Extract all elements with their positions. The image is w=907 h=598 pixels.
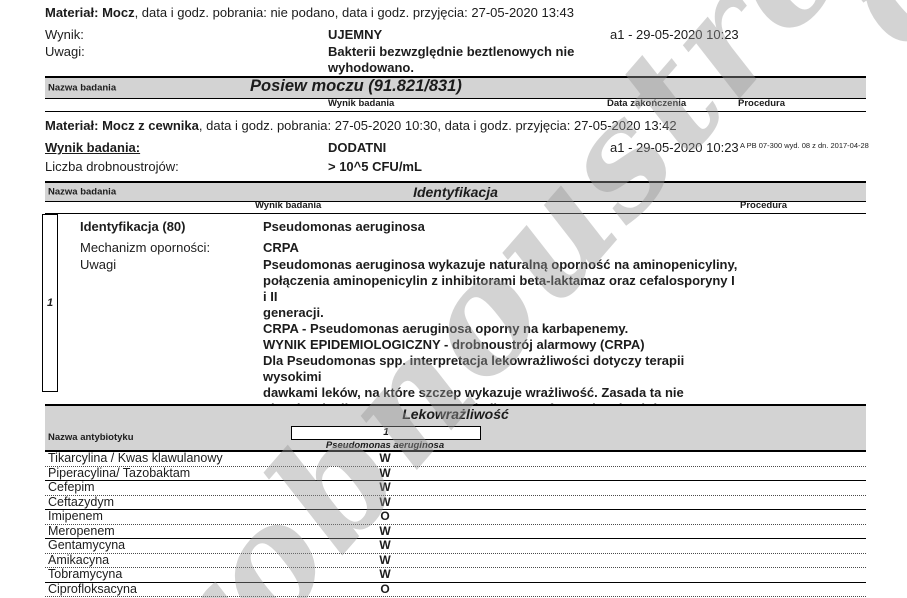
nazwa-antybiotyku-label: Nazwa antybiotyku: [48, 432, 134, 443]
test-title: Posiew moczu (91.821/831): [250, 77, 462, 95]
nazwa-badania-label: Nazwa badania: [48, 82, 117, 94]
col-data-zakonczenia: Data zakończenia: [607, 98, 687, 109]
antibiotic-name: Gentamycyna: [48, 538, 126, 552]
isolate-column-box: 1: [291, 426, 481, 440]
antibiotic-name: Tikarcylina / Kwas klawulanowy: [48, 451, 223, 465]
susceptibility-value: O: [380, 509, 390, 523]
liczba-drobnoustrojow-label: Liczba drobnoustrojów:: [45, 159, 179, 174]
material-line-previous: Materiał: Mocz, data i godz. pobrania: n…: [45, 5, 574, 21]
uwagi-label: Uwagi: [80, 257, 117, 272]
susceptibility-value: W: [379, 552, 391, 567]
antibiotic-row: Amikacyna W: [45, 552, 866, 568]
col-wynik-badania: Wynik badania: [328, 98, 395, 109]
wynik-value: UJEMNY: [328, 27, 383, 42]
identification-bar: Nazwa badania Identyfikacja: [45, 181, 866, 202]
material-details: , data i godz. pobrania: nie podano, dat…: [134, 5, 575, 20]
susceptibility-value: W: [379, 465, 391, 480]
susceptibility-value: W: [379, 523, 391, 538]
antibiotic-row: Piperacylina/ Tazobaktam W: [45, 465, 866, 481]
susceptibility-value: W: [379, 451, 391, 465]
material-details: , data i godz. pobrania: 27-05-2020 10:3…: [198, 118, 677, 133]
col-procedura: Procedura: [738, 98, 785, 109]
resistance-mechanism-value: CRPA: [263, 240, 299, 255]
material-label: Materiał: Mocz: [45, 5, 135, 20]
antibiotic-name: Imipenem: [48, 509, 103, 523]
susceptibility-table-body: Tikarcylina / Kwas klawulanowy W Piperacyl…: [45, 452, 866, 597]
mechanizm-opornosci-label: Mechanizm oporności:: [80, 240, 211, 255]
col-procedura: Procedura: [740, 200, 787, 211]
antibiotic-name: Piperacylina/ Tazobaktam: [48, 465, 191, 480]
isolate-organism-name: Pseudomonas aeruginosa: [325, 440, 445, 451]
procedure-reference: A PB 07-300 wyd. 08 z dn. 2017-04-28: [740, 141, 869, 150]
uwagi-label: Uwagi:: [45, 44, 85, 59]
susceptibility-value: W: [379, 538, 391, 552]
test-title-bar: Nazwa badania Posiew moczu (91.821/831): [45, 76, 866, 99]
antibiotic-name: Cefepim: [48, 480, 95, 494]
identyfikacja-label: Identyfikacja (80): [80, 219, 186, 234]
watermark-fragment: drobnoustrój alarmowy: [800, 0, 907, 75]
antibiotic-row: Meropenem W: [45, 523, 866, 539]
material-line-current: Materiał: Mocz z cewnika, data i godz. p…: [45, 118, 677, 134]
result-date: a1 - 29-05-2020 10:23: [610, 140, 739, 155]
antibiotic-name: Ciprofloksacyna: [48, 581, 137, 596]
material-label: Materiał: Mocz z cewnika: [45, 118, 199, 133]
susceptibility-header: Nazwa antybiotyku 1 Pseudomonas aerugino…: [45, 424, 866, 452]
column-header-row: Wynik badania Data zakończenia Procedura: [45, 97, 866, 112]
antibiotic-row: Tikarcylina / Kwas klawulanowy W: [45, 452, 866, 467]
col-wynik-badania: Wynik badania: [255, 200, 322, 211]
susceptibility-bar: Lekowrażliwość: [45, 404, 866, 426]
identification-title: Identyfikacja: [413, 184, 498, 200]
nazwa-badania-label: Nazwa badania: [48, 186, 117, 198]
antibiotic-name: Amikacyna: [48, 552, 110, 567]
uwagi-value: Bakterii bezwzględnie beztlenowych nie w…: [328, 44, 575, 75]
wynik-badania-value: DODATNI: [328, 140, 387, 155]
column-header-row: Wynik badania Procedura: [45, 200, 866, 214]
antibiotic-row: Ciprofloksacyna O: [45, 581, 866, 597]
isolate-number-box: 1: [42, 214, 58, 392]
susceptibility-title: Lekowrażliwość: [402, 406, 509, 422]
antibiotic-row: Imipenem O: [45, 510, 866, 525]
wynik-label: Wynik:: [45, 27, 84, 42]
antibiotic-name: Meropenem: [48, 523, 115, 538]
antibiotic-row: Cefepim W: [45, 481, 866, 496]
susceptibility-value: W: [379, 494, 391, 509]
susceptibility-value: W: [379, 567, 391, 581]
antibiotic-row: Ceftazydym W: [45, 494, 866, 510]
antibiotic-row: Gentamycyna W: [45, 539, 866, 554]
antibiotic-name: Ceftazydym: [48, 494, 114, 509]
result-date: a1 - 29-05-2020 10:23: [610, 27, 739, 42]
susceptibility-value: O: [380, 581, 390, 596]
wynik-badania-label: Wynik badania:: [45, 140, 141, 155]
antibiotic-name: Tobramycyna: [48, 567, 123, 581]
organism-name: Pseudomonas aeruginosa: [263, 219, 425, 234]
liczba-drobnoustrojow-value: > 10^5 CFU/mL: [328, 159, 422, 174]
susceptibility-value: W: [379, 480, 391, 494]
antibiotic-row: Tobramycyna W: [45, 568, 866, 583]
isolate-number: 1: [46, 297, 54, 309]
